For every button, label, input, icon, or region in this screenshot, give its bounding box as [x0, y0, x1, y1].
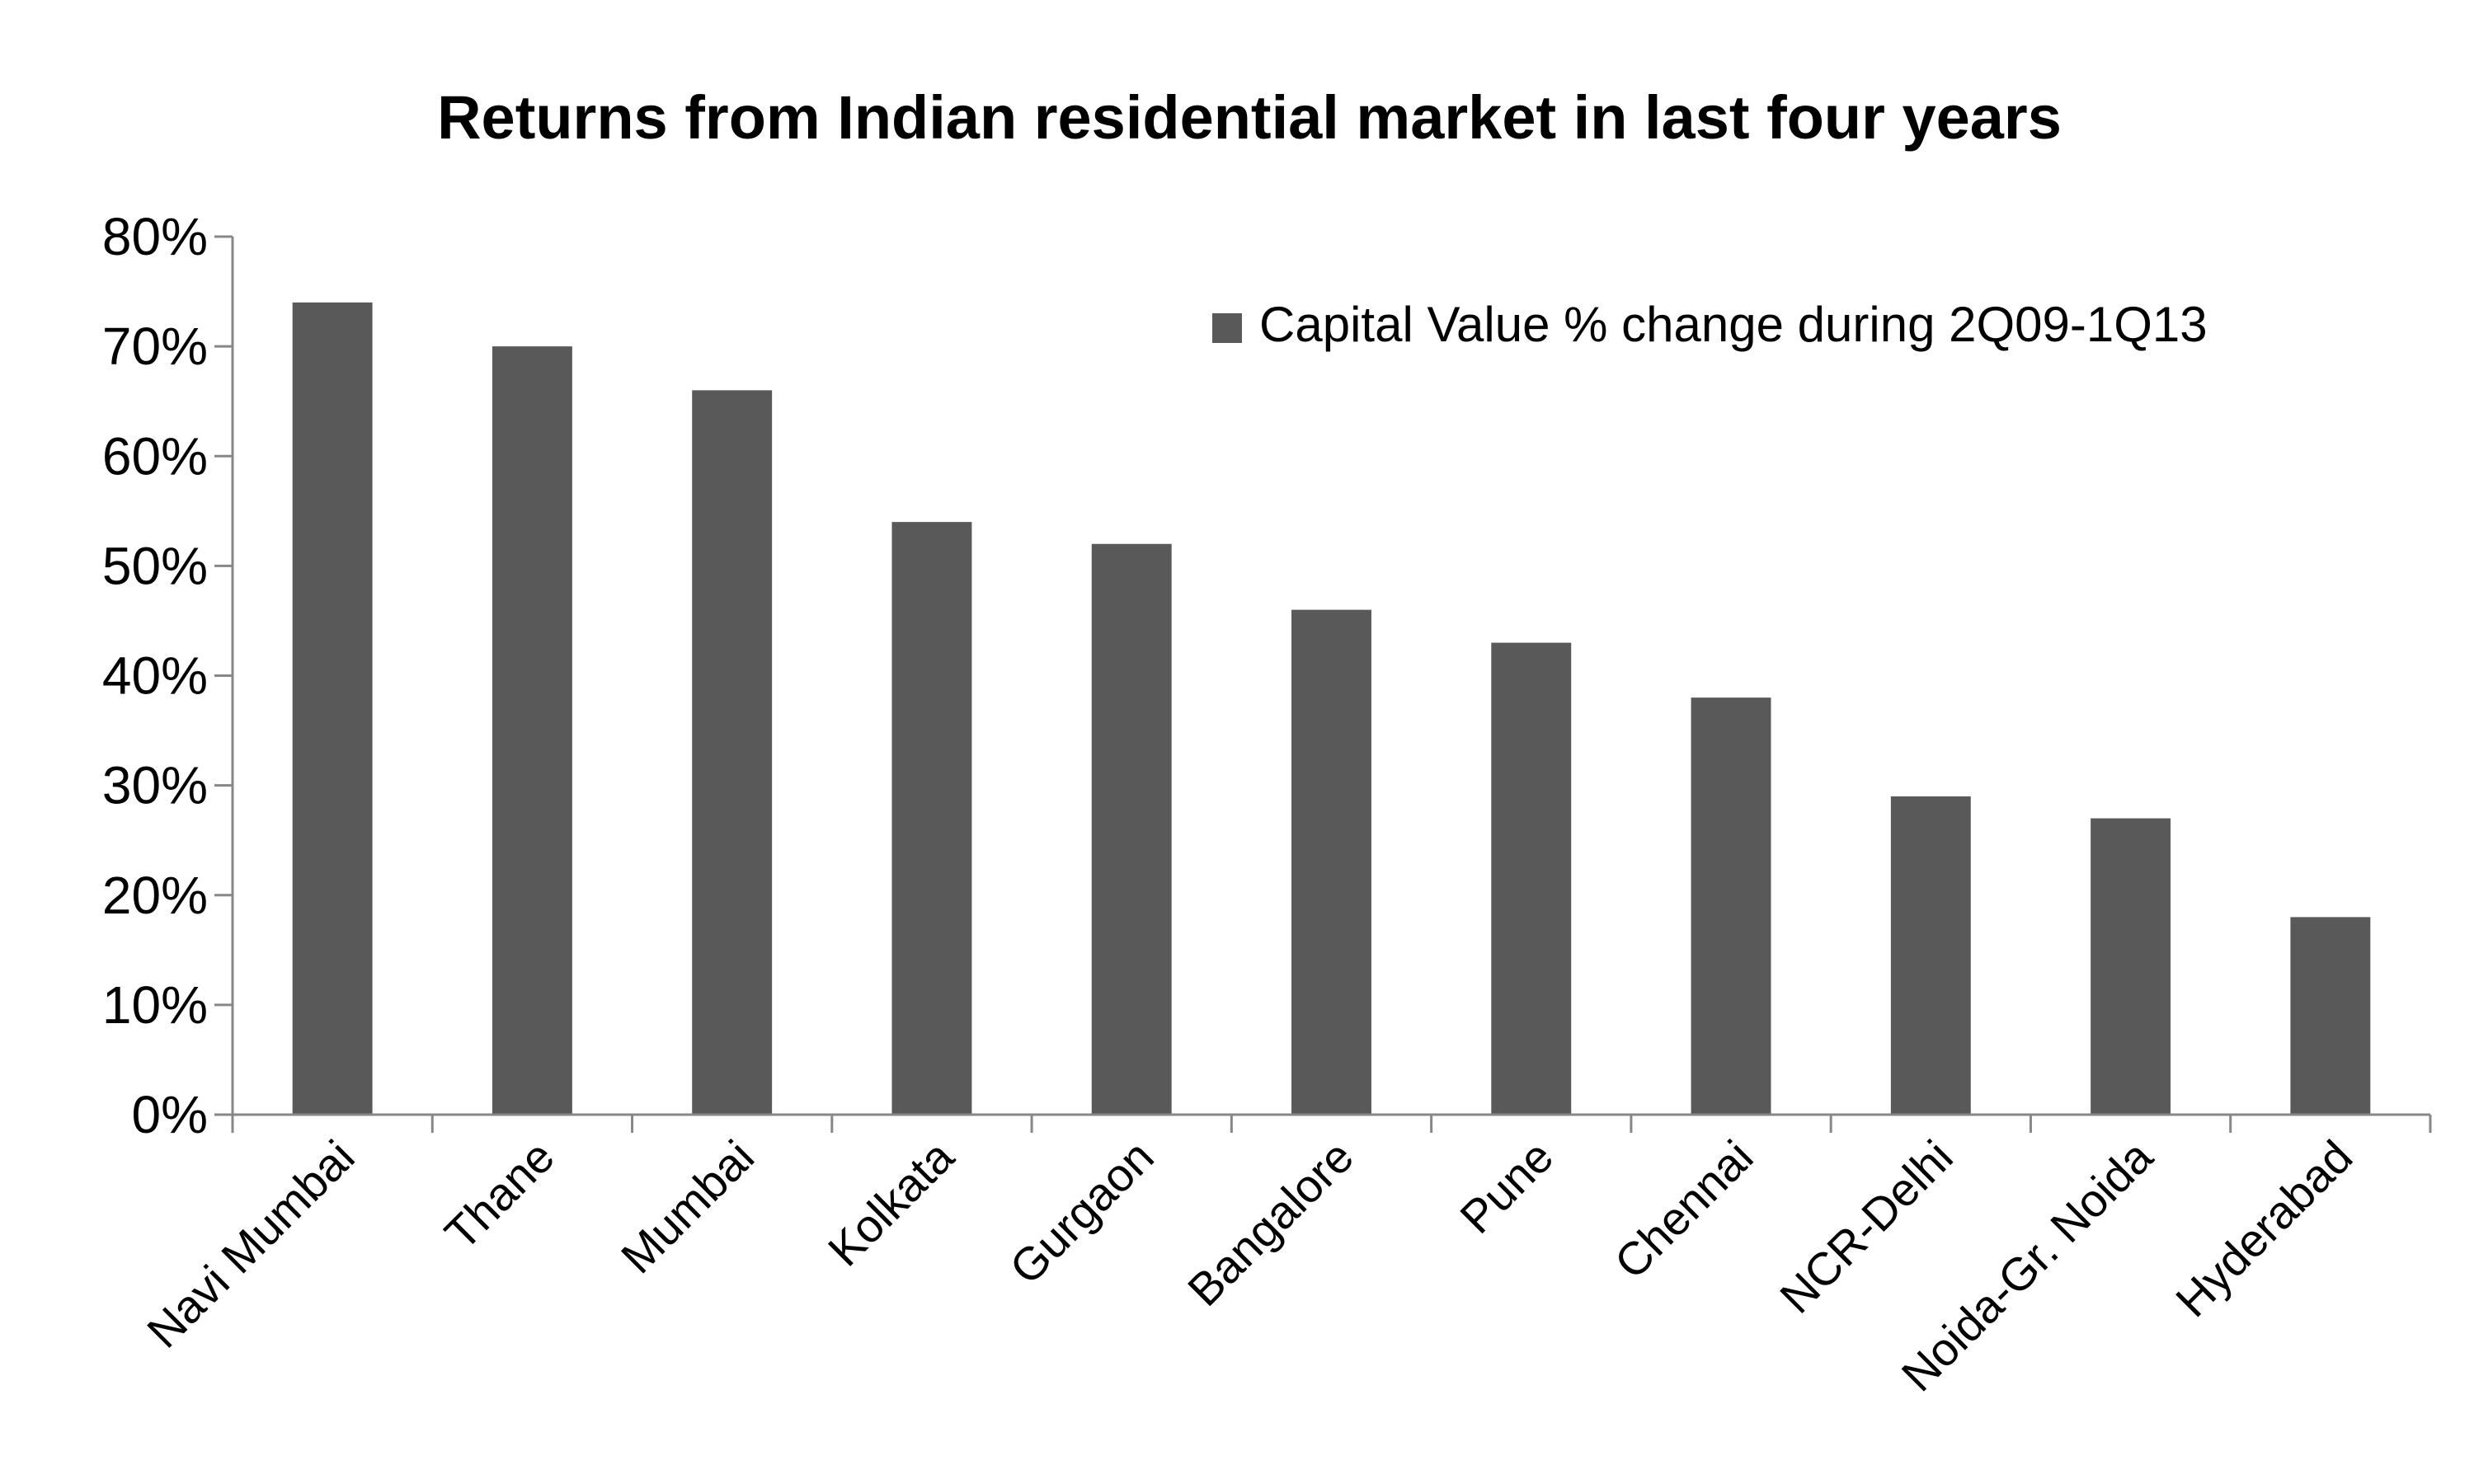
x-category-label: Mumbai	[611, 1130, 764, 1283]
bar-thane	[492, 346, 572, 1115]
x-axis-ticks	[231, 1115, 2432, 1133]
x-category-label: Gurgaon	[999, 1130, 1164, 1294]
bar-ncr-delhi	[1890, 796, 1971, 1115]
y-tick-label: 20%	[102, 866, 208, 925]
x-category-label: Hyderabad	[2166, 1130, 2362, 1327]
bar-hyderabad	[2290, 917, 2371, 1115]
bar-gurgaon	[1091, 543, 1172, 1115]
y-tick-label: 0%	[132, 1085, 209, 1144]
category-labels: Navi Mumbai Thane Mumbai Kolkata Gurgaon Bang…	[137, 1129, 2362, 1401]
x-category-label: Chennai	[1604, 1130, 1762, 1289]
chart-title: Returns from Indian residential market i…	[437, 83, 2062, 152]
y-tick-label: 10%	[102, 975, 208, 1035]
x-category-label: Kolkata	[818, 1129, 964, 1275]
bar-mumbai	[692, 390, 773, 1115]
x-category-label: NCR-Delhi	[1770, 1130, 1963, 1323]
y-tick-label: 50%	[102, 536, 208, 595]
x-category-label: Pune	[1450, 1130, 1563, 1243]
x-category-label: Bangalore	[1178, 1130, 1363, 1316]
x-category-label: Navi Mumbai	[137, 1130, 365, 1358]
y-tick-label: 60%	[102, 426, 208, 486]
axes	[231, 237, 2430, 1116]
y-axis-ticks: 0% 10% 20% 30% 40% 50% 60% 70% 80%	[102, 207, 233, 1144]
x-category-label: Thane	[435, 1130, 564, 1260]
bar-kolkata	[891, 522, 972, 1115]
y-tick-label: 80%	[102, 207, 208, 266]
bars	[292, 302, 2371, 1115]
y-tick-label: 70%	[102, 317, 208, 376]
legend-label: Capital Value % change during 2Q09-1Q13	[1259, 297, 2208, 352]
y-tick-label: 30%	[102, 756, 208, 815]
legend-swatch	[1212, 313, 1242, 343]
legend: Capital Value % change during 2Q09-1Q13	[1212, 297, 2208, 352]
bar-bangalore	[1291, 609, 1371, 1115]
bar-navi-mumbai	[292, 302, 373, 1115]
y-tick-label: 40%	[102, 646, 208, 706]
bar-pune	[1491, 642, 1572, 1115]
bar-chennai	[1691, 697, 1771, 1115]
bar-noida-gr-noida	[2091, 818, 2171, 1115]
